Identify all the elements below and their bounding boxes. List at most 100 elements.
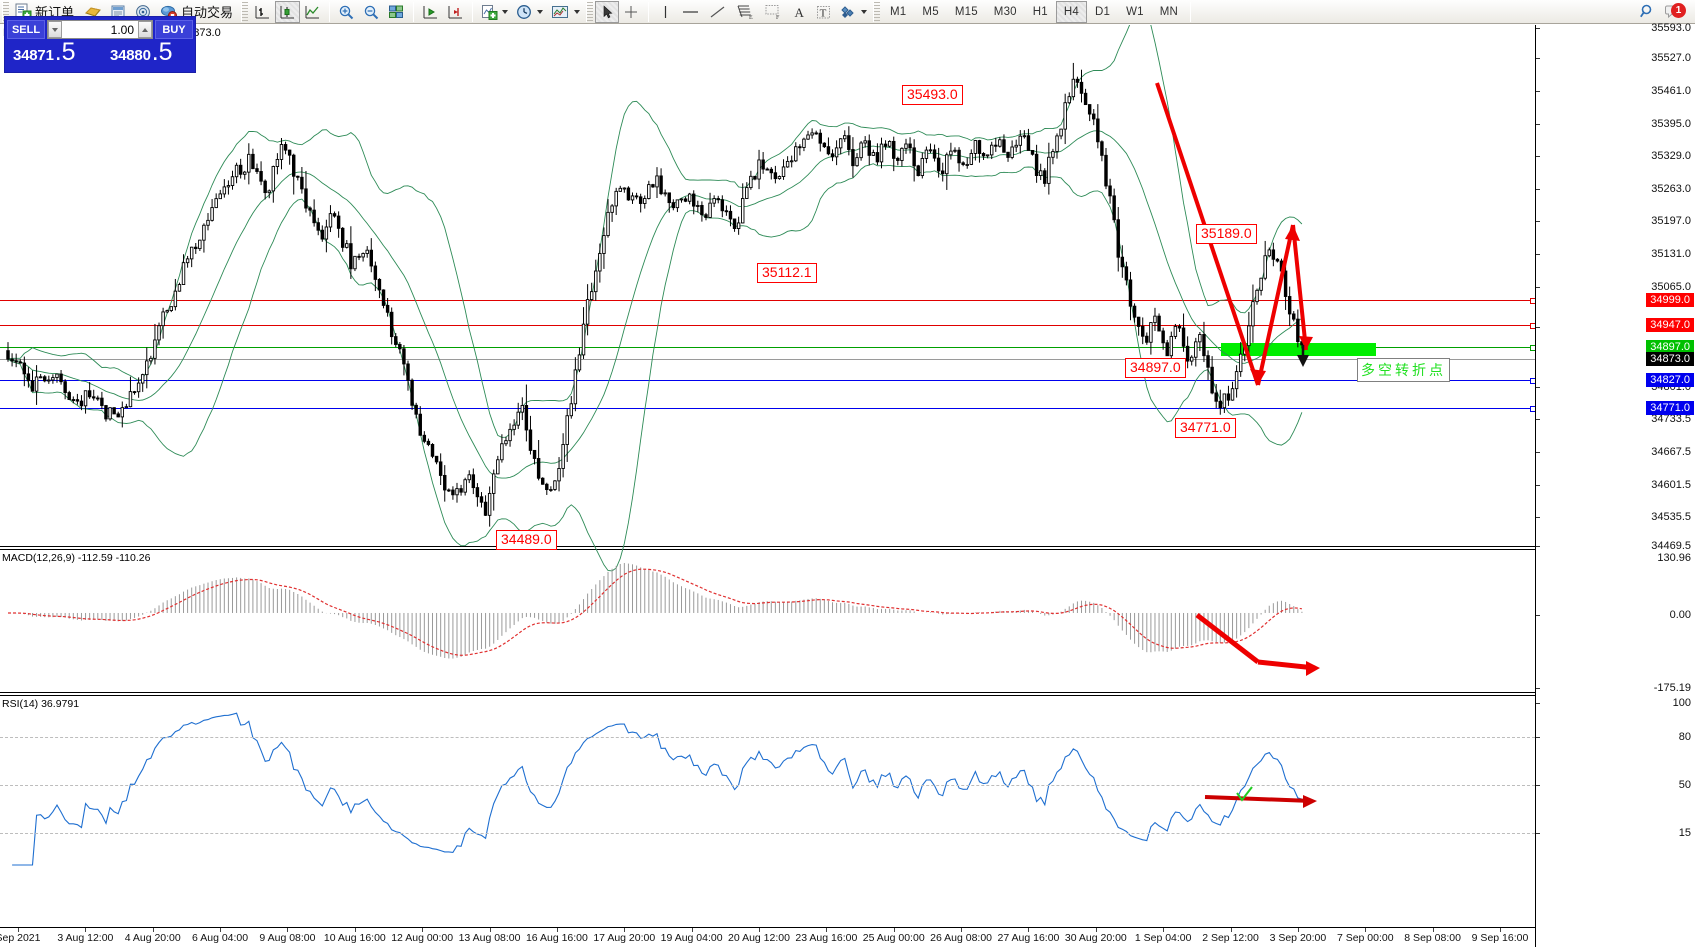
zoom-in-button[interactable] [334,1,359,23]
timeframe-h1-button[interactable]: H1 [1032,5,1048,18]
text-tool-button[interactable]: A [787,1,811,23]
candlestick [467,470,471,484]
price-axis[interactable]: 35593.0 35527.0 35461.0 35395.0 35329.0 35263… [1535,22,1695,947]
market-watch-button[interactable] [106,1,131,23]
charts-button[interactable] [80,1,106,23]
notifications-button[interactable]: 1 [1661,1,1689,23]
macd-tick-label: -175.19 [1653,682,1691,694]
fibonacci-tool-button[interactable]: E [731,1,759,23]
timeframe-w1-button[interactable]: W1 [1126,5,1144,18]
annotation-34489[interactable]: 34489.0 [496,530,557,550]
time-axis-tick [826,928,828,932]
candlestick [1079,69,1084,103]
timeframe-h4-button[interactable]: H4 [1055,0,1087,23]
level-line-34827[interactable] [0,378,1535,384]
timeframe-m15-button[interactable]: M15 [954,5,978,18]
price-tick-label: 34601.5 [1651,479,1691,491]
horizontal-line-tool-button[interactable] [677,1,704,23]
candlestick [324,219,329,253]
annotation-35112[interactable]: 35112.1 [757,263,817,283]
period-dropdown-caret[interactable] [537,9,544,14]
toolbar-grip-4[interactable] [873,1,881,22]
chart-plot[interactable]: DJ30-,H4 34874.0 34875.0 34865.0 34873.0… [0,25,1535,947]
timeframe-m30-button[interactable]: M30 [993,5,1017,18]
indicator-dropdown-caret[interactable] [502,9,509,14]
price-level-chip-34827-0[interactable]: 34827.0 [1646,373,1694,387]
rsi-tick-label: 100 [1672,697,1691,709]
price-level-chip-34873-0[interactable]: 34873.0 [1646,352,1694,366]
annotation-34897[interactable]: 34897.0 [1125,358,1186,378]
candlestick [55,373,59,383]
support-zone-rectangle[interactable] [1221,343,1376,356]
candlestick [785,156,790,168]
level-line-34947[interactable] [0,323,1535,329]
template-dropdown-caret[interactable] [574,9,581,14]
buy-price[interactable]: 34880 .5 [102,40,195,72]
candlestick [398,341,402,354]
price-level-chip-34897-0[interactable]: 34897.0 [1646,340,1694,354]
volume-stepper[interactable]: 1.00 [47,20,153,39]
candlestick [459,484,463,496]
level-line-34771[interactable] [0,406,1535,412]
textbox-tool-button[interactable]: T [811,1,836,23]
candlestick [214,193,218,209]
search-button[interactable] [1635,1,1661,23]
price-level-chip-34771-0[interactable]: 34771.0 [1646,401,1694,415]
toolbar-grip[interactable] [2,1,9,22]
sell-price[interactable]: 34871 .5 [5,40,98,72]
data-window-button[interactable] [131,1,156,23]
one-click-trading-panel[interactable]: SELL 1.00 BUY 34871 .5 34880 .5 [4,16,196,73]
annotation-35189[interactable]: 35189.0 [1196,224,1257,244]
text-label-tool-button[interactable]: F [759,1,787,23]
line-chart-button[interactable] [300,1,325,23]
annotation-35493[interactable]: 35493.0 [902,85,963,105]
bar-chart-button[interactable] [250,1,275,23]
buy-button[interactable]: BUY [155,20,193,39]
drawing-objects[interactable] [0,25,1535,925]
vertical-line-tool-button[interactable] [653,1,677,23]
toolbar-grip-3[interactable] [586,1,594,22]
timeframe-m1-button[interactable]: M1 [890,5,907,18]
macd-series [8,563,1303,659]
trendline-tool-button[interactable] [704,1,731,23]
objects-list-button[interactable] [836,1,871,23]
candlestick [883,140,888,150]
pane-divider-rsi-2 [0,695,1535,696]
candlestick [822,142,827,149]
sell-button[interactable]: SELL [7,20,45,39]
add-indicator-button[interactable] [477,1,512,23]
period-button[interactable] [512,1,547,23]
turning-point-note[interactable]: 多空转折点 [1357,358,1450,382]
zoom-out-button[interactable] [359,1,384,23]
candlestick [936,147,941,178]
cursor-tool-button[interactable] [595,0,620,23]
candlestick-chart-button[interactable] [275,0,301,23]
candlestick [838,138,843,155]
toolbar-grip-2[interactable] [241,1,249,22]
candlestick [981,152,986,161]
time-axis[interactable]: Sep 2021 3 Aug 12:00 4 Aug 20:00 6 Aug 04:0… [0,927,1535,947]
price-level-chip-34947-0[interactable]: 34947.0 [1646,318,1694,332]
volume-increment-button[interactable] [138,21,152,38]
timeframe-m5-button[interactable]: M5 [922,5,939,18]
timeframe-d1-button[interactable]: D1 [1095,5,1111,18]
candlestick [1051,148,1055,165]
timeframe-mn-button[interactable]: MN [1159,5,1179,18]
candlestick [492,469,496,511]
price-level-chip-34999-0[interactable]: 34999.0 [1646,293,1694,307]
rsi-tick [1536,703,1540,704]
shift-to-start-button[interactable] [418,1,443,23]
level-line-34999[interactable] [0,298,1535,304]
annotation-34771[interactable]: 34771.0 [1175,418,1236,438]
level-line-34897[interactable] [0,345,1535,351]
shift-end-button[interactable] [443,1,468,23]
tile-windows-button[interactable] [384,1,409,23]
macd-tick-label: 130.96 [1657,552,1691,564]
template-button[interactable] [547,1,584,23]
crosshair-tool-button[interactable] [619,1,644,23]
volume-decrement-button[interactable] [48,21,62,38]
chart-area[interactable]: 35593.0 35527.0 35461.0 35395.0 35329.0 35263… [0,22,1695,947]
volume-value[interactable]: 1.00 [110,22,134,37]
objects-dropdown-caret[interactable] [861,9,868,14]
candlestick [606,199,610,238]
